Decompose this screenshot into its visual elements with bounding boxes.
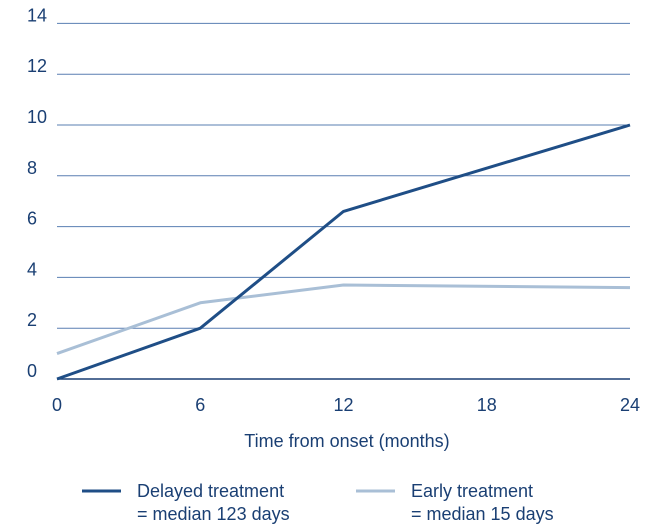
gridlines	[57, 22, 630, 329]
legend-label-delayed-line1: Delayed treatment	[137, 481, 284, 501]
legend-label-early-line2: = median 15 days	[411, 504, 554, 524]
y-tick-label: 2	[27, 310, 37, 330]
y-tick-label: 0	[27, 361, 37, 381]
y-tick-label: 14	[27, 5, 47, 25]
x-tick-label: 6	[195, 395, 205, 415]
x-tick-label: 24	[620, 395, 640, 415]
x-axis-title: Time from onset (months)	[244, 431, 449, 451]
y-tick-label: 6	[27, 209, 37, 229]
legend-label-early-line1: Early treatment	[411, 481, 533, 501]
y-tick-labels: 0246810121416	[27, 5, 47, 381]
series-line-delayed-treatment	[56, 123, 631, 381]
x-tick-labels: 0 6 12 18 24	[52, 395, 640, 415]
series-lines	[56, 123, 631, 381]
y-tick-label: 8	[27, 158, 37, 178]
series-line-early-treatment	[56, 283, 631, 356]
y-tick-label: 12	[27, 56, 47, 76]
x-tick-label: 0	[52, 395, 62, 415]
x-tick-label: 12	[333, 395, 353, 415]
legend-label-delayed-line2: = median 123 days	[137, 504, 290, 524]
y-tick-label: 4	[27, 259, 37, 279]
legend: Delayed treatment = median 123 days Earl…	[82, 481, 554, 524]
y-tick-label: 10	[27, 107, 47, 127]
x-tick-label: 18	[477, 395, 497, 415]
